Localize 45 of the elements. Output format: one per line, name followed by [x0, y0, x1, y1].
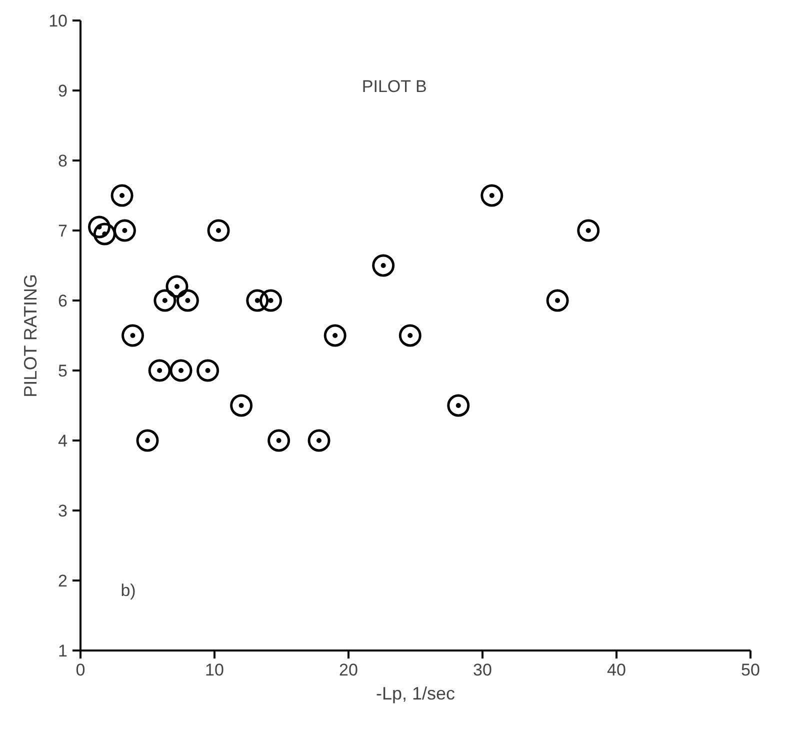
- point: [324, 324, 346, 347]
- x-tick-label: 0: [76, 660, 86, 680]
- y-tick-label: 4: [58, 432, 68, 450]
- point: [196, 359, 220, 382]
- point: [136, 429, 159, 452]
- y-tick-label: 5: [58, 362, 68, 380]
- point: [113, 219, 136, 242]
- point: [308, 429, 330, 452]
- x-tick-label: 40: [607, 660, 626, 680]
- y-tick-label: 10: [48, 12, 68, 30]
- point: [170, 359, 192, 382]
- point: [154, 289, 176, 312]
- y-tick-label: 1: [58, 642, 68, 660]
- y-tick-label: 9: [58, 82, 68, 100]
- x-tick-label: 50: [741, 660, 760, 680]
- x-tick-label: 30: [473, 660, 492, 680]
- point: [110, 184, 134, 207]
- point: [260, 289, 282, 312]
- y-axis-title: PILOT RATING: [20, 274, 41, 398]
- point: [480, 184, 504, 207]
- point: [577, 219, 600, 242]
- annotation: b): [120, 581, 136, 600]
- annotation: PILOT B: [362, 77, 427, 96]
- point: [246, 289, 269, 312]
- x-tick-label: 10: [205, 660, 224, 680]
- point: [166, 275, 188, 298]
- point: [148, 359, 171, 382]
- y-tick-label: 8: [58, 152, 68, 170]
- point: [93, 222, 116, 246]
- y-tick-label: 3: [58, 502, 68, 520]
- point: [546, 289, 569, 312]
- point: [398, 324, 422, 347]
- y-tick-label: 2: [58, 572, 68, 590]
- x-axis-title: -Lp, 1/sec: [376, 684, 456, 704]
- x-tick-label: 20: [339, 660, 358, 680]
- point: [88, 216, 111, 238]
- y-tick-label: 6: [58, 292, 68, 310]
- point: [207, 219, 230, 242]
- point: [372, 254, 395, 277]
- point: [122, 324, 144, 347]
- point: [268, 429, 290, 452]
- point: [447, 394, 470, 417]
- y-tick-label: 7: [58, 222, 68, 240]
- point: [230, 394, 253, 417]
- point: [176, 289, 199, 312]
